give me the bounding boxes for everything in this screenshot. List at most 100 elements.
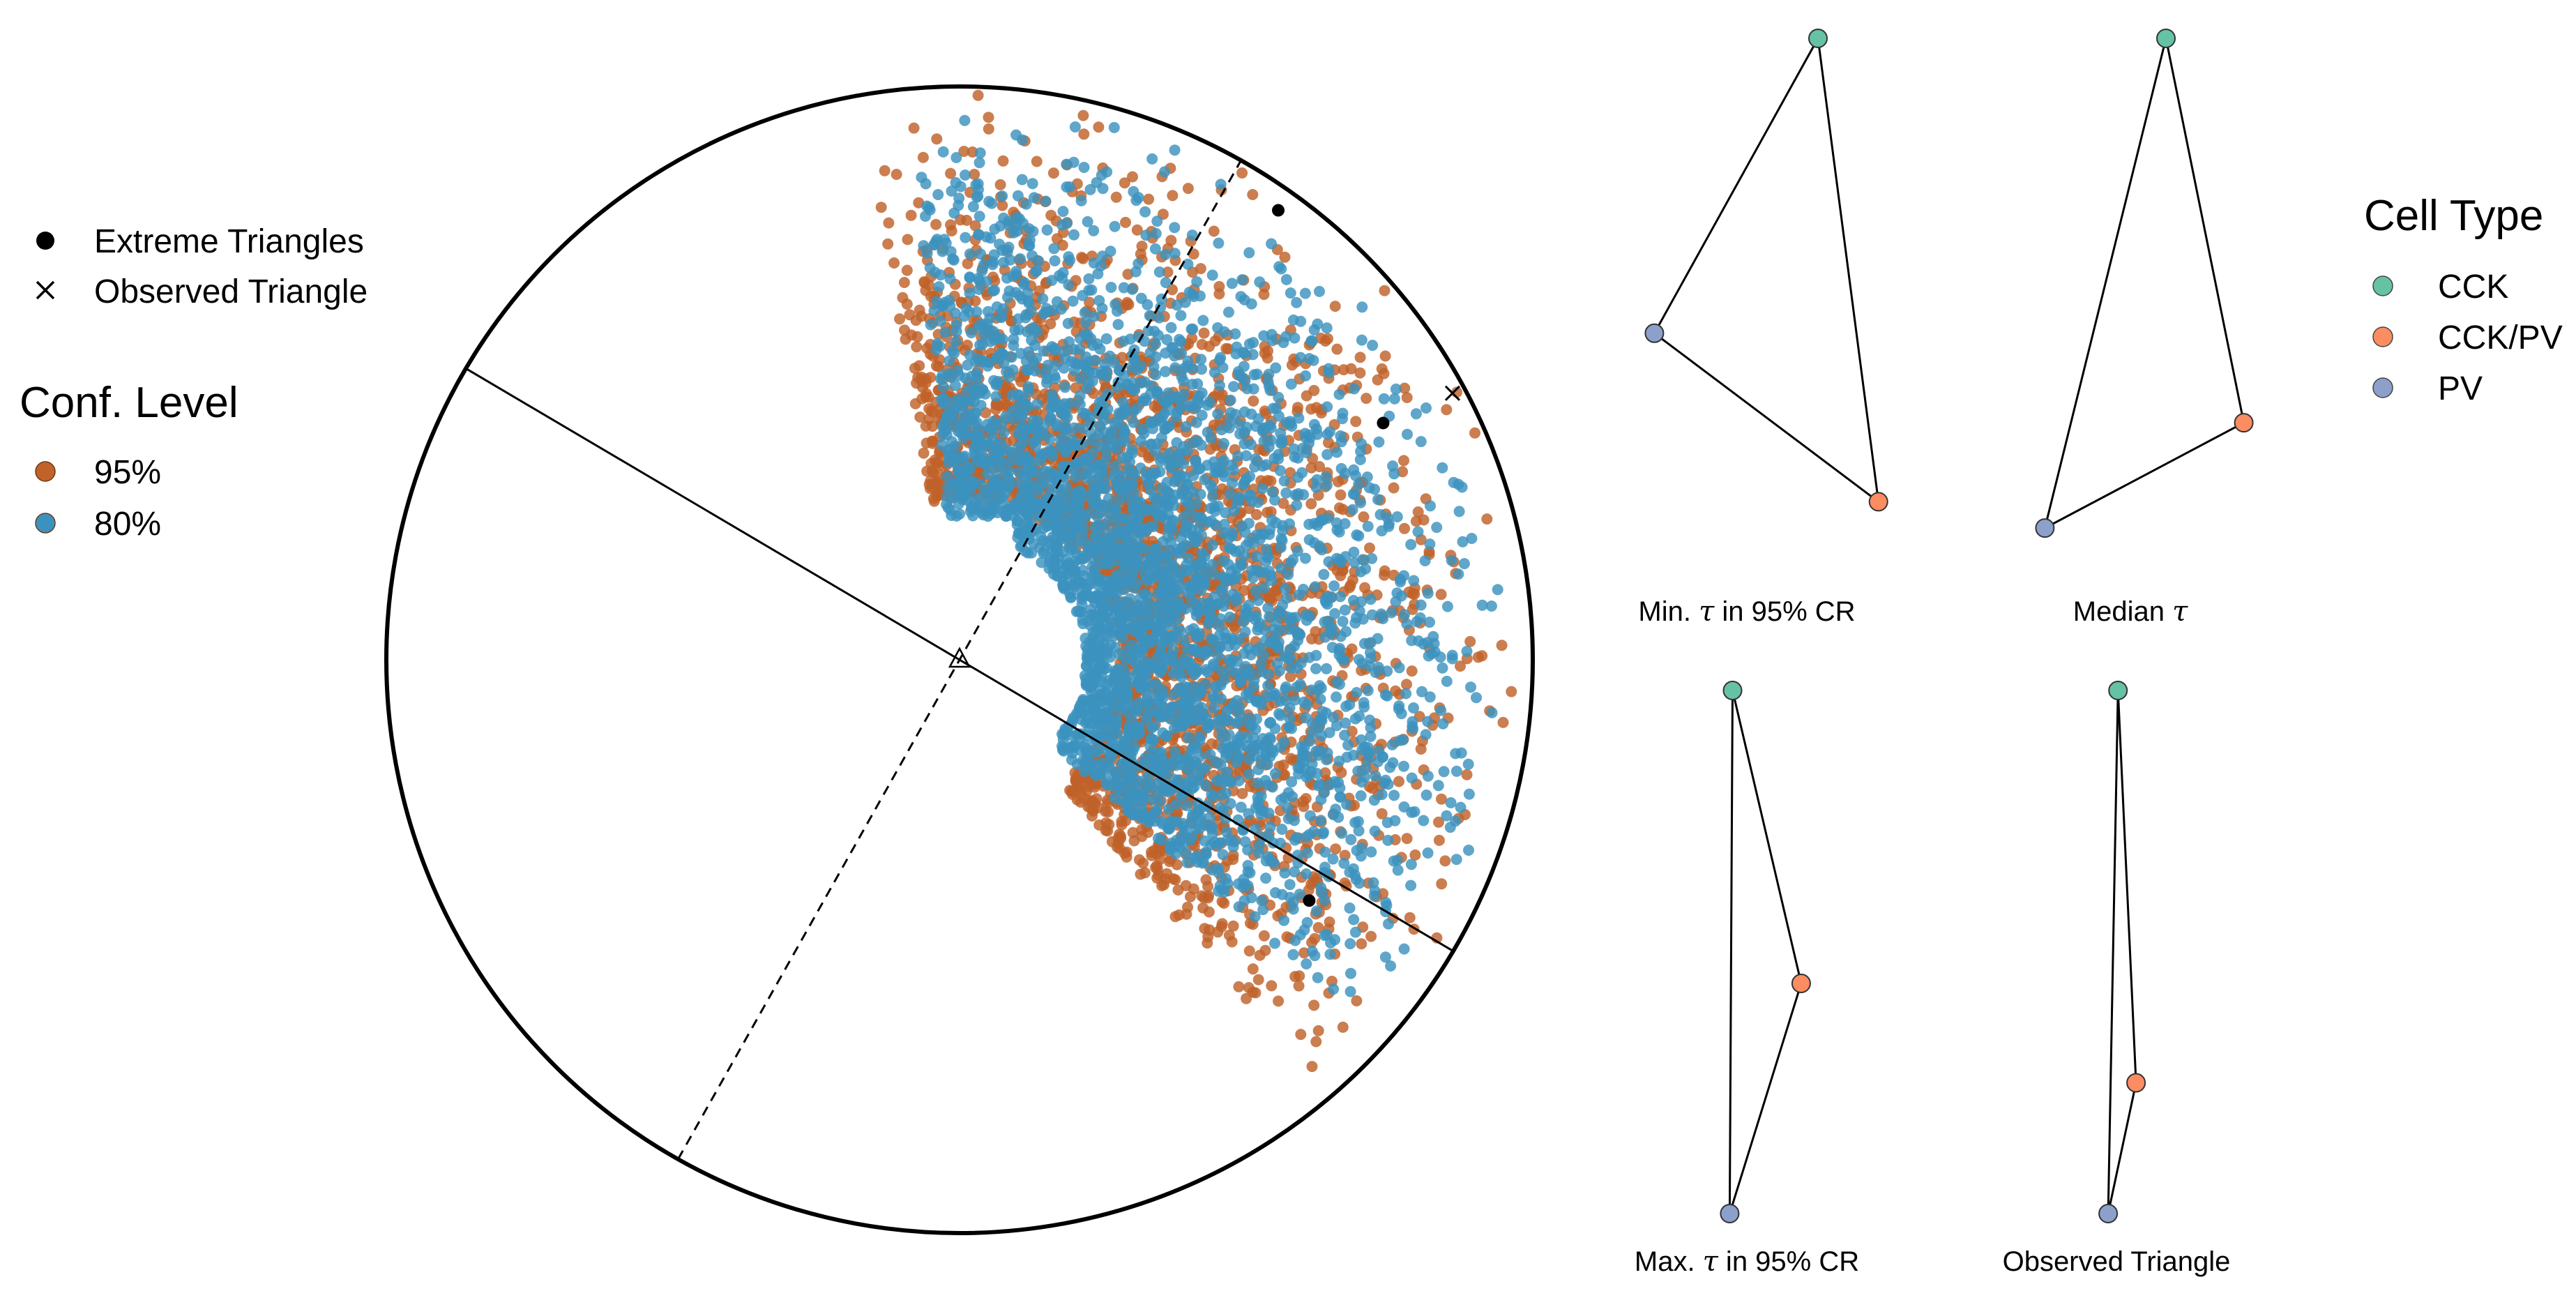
legend-conf-swatch bbox=[35, 461, 56, 482]
cloud-point bbox=[1327, 853, 1339, 865]
cloud-point bbox=[1251, 368, 1263, 380]
cloud-point bbox=[1220, 342, 1232, 354]
cloud-point bbox=[1264, 384, 1276, 396]
cloud-point bbox=[1300, 370, 1312, 382]
cloud-point bbox=[1233, 493, 1245, 505]
cloud-point bbox=[1439, 855, 1451, 867]
cloud-point bbox=[1405, 538, 1417, 550]
cloud-point bbox=[1407, 603, 1418, 615]
cloud-point bbox=[1076, 252, 1087, 263]
cloud-point bbox=[1167, 342, 1179, 354]
cloud-point bbox=[1109, 299, 1121, 310]
cloud-point bbox=[1165, 234, 1177, 246]
cloud-point bbox=[958, 310, 970, 322]
cloud-point bbox=[1392, 864, 1404, 876]
cloud-point bbox=[1448, 476, 1460, 488]
cloud-point bbox=[1328, 983, 1340, 995]
cloud-point bbox=[1103, 806, 1114, 818]
cloud-point bbox=[1300, 712, 1312, 724]
cloud-point bbox=[1170, 411, 1182, 423]
cloud-point bbox=[1268, 624, 1280, 635]
cloud-point bbox=[1156, 834, 1167, 846]
cloud-point bbox=[921, 248, 933, 259]
cloud-point bbox=[930, 218, 942, 230]
cloud-point bbox=[1132, 258, 1144, 269]
cloud-point bbox=[1312, 922, 1324, 933]
cloud-point bbox=[1190, 498, 1202, 510]
cloud-point bbox=[1035, 480, 1047, 492]
cloud-point bbox=[1329, 607, 1341, 619]
cloud-point bbox=[1207, 791, 1219, 803]
cloud-point bbox=[1126, 283, 1138, 295]
cloud-point bbox=[1109, 460, 1121, 472]
cloud-point bbox=[1286, 776, 1298, 787]
cloud-point bbox=[898, 277, 910, 288]
cloud-point bbox=[1327, 809, 1339, 820]
cloud-point bbox=[1257, 460, 1268, 472]
cloud-point bbox=[948, 207, 960, 219]
cloud-point bbox=[1153, 697, 1165, 709]
cloud-point bbox=[1118, 423, 1130, 435]
cloud-point bbox=[1082, 801, 1094, 813]
cloud-point bbox=[1358, 637, 1370, 649]
cloud-point bbox=[1306, 1061, 1318, 1073]
cloud-point bbox=[1354, 352, 1366, 363]
cloud-point bbox=[1323, 556, 1335, 568]
cloud-point bbox=[1165, 322, 1177, 333]
cloud-point bbox=[1181, 800, 1192, 812]
cloud-point bbox=[1365, 594, 1377, 605]
cloud-point bbox=[1461, 645, 1473, 657]
cloud-point bbox=[1368, 794, 1380, 806]
cloud-point bbox=[1275, 533, 1287, 545]
cloud-point bbox=[1078, 128, 1090, 140]
cloud-point bbox=[1061, 460, 1073, 472]
cloud-point bbox=[1497, 716, 1509, 728]
cloud-point bbox=[1351, 995, 1363, 1006]
cloud-point bbox=[1266, 238, 1278, 250]
cloud-point bbox=[900, 333, 911, 345]
cloud-point bbox=[1317, 828, 1329, 840]
cloud-point bbox=[1422, 847, 1434, 859]
cloud-point bbox=[1084, 296, 1096, 308]
cloud-point bbox=[1257, 483, 1268, 494]
cloud-point bbox=[1088, 257, 1100, 269]
cloud-point bbox=[910, 315, 922, 326]
cloud-point bbox=[1183, 732, 1194, 743]
cloud-point bbox=[1466, 533, 1478, 544]
cloud-point bbox=[1229, 328, 1241, 340]
cloud-point bbox=[1381, 665, 1393, 677]
cloud-point bbox=[1306, 937, 1318, 949]
cloud-point bbox=[1234, 428, 1246, 440]
cloud-point bbox=[1233, 775, 1245, 787]
cloud-point bbox=[1236, 787, 1248, 799]
cloud-point bbox=[1178, 634, 1190, 646]
cloud-point bbox=[882, 238, 894, 250]
cloud-point bbox=[1156, 588, 1168, 600]
cloud-point bbox=[1349, 713, 1361, 725]
cloud-point bbox=[914, 304, 925, 316]
cloud-point bbox=[1420, 402, 1432, 414]
cloud-point bbox=[983, 123, 994, 135]
legend-conf-swatch bbox=[35, 513, 56, 534]
cloud-point bbox=[1163, 404, 1175, 416]
cloud-point bbox=[1291, 296, 1303, 308]
cloud-point bbox=[1438, 766, 1450, 778]
cloud-point bbox=[1110, 191, 1122, 203]
cloud-point bbox=[1263, 441, 1275, 453]
cloud-point bbox=[1228, 381, 1240, 393]
cloud-point bbox=[1205, 633, 1217, 644]
cloud-point bbox=[932, 478, 944, 490]
cloud-point bbox=[946, 510, 957, 521]
cloud-point bbox=[1041, 377, 1052, 388]
cloud-point bbox=[1215, 613, 1226, 625]
cloud-point bbox=[1041, 520, 1053, 532]
cloud-point bbox=[1208, 702, 1220, 714]
cloud-point bbox=[1131, 224, 1143, 236]
cloud-point bbox=[1464, 635, 1476, 647]
cloud-point bbox=[1244, 471, 1256, 483]
cloud-point bbox=[1496, 640, 1508, 651]
cloud-point bbox=[1391, 511, 1403, 522]
cloud-point bbox=[1349, 557, 1361, 568]
cloud-point bbox=[1308, 384, 1320, 396]
cloud-point bbox=[1074, 398, 1086, 410]
